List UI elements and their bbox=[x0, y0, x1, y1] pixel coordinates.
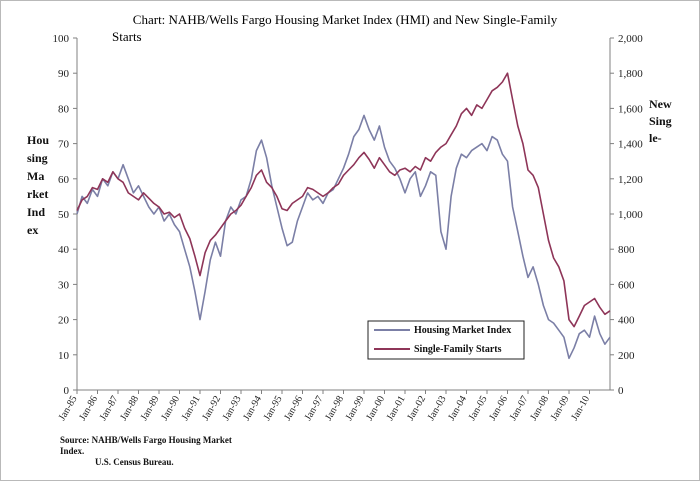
chart-title-continuation: Starts bbox=[112, 29, 142, 44]
left-tick-label: 10 bbox=[58, 350, 70, 362]
right-tick-label: 600 bbox=[618, 279, 635, 291]
right-tick-label: 1,800 bbox=[618, 68, 643, 80]
x-tick-label: Jan-88 bbox=[118, 394, 141, 423]
right-axis-label-line: Sing bbox=[649, 114, 672, 128]
series-layer bbox=[76, 72, 611, 360]
right-tick-label: 1,200 bbox=[618, 174, 643, 186]
left-axis-label-line: Ind bbox=[27, 205, 45, 219]
right-tick-label: 200 bbox=[618, 350, 635, 362]
left-tick-label: 70 bbox=[58, 139, 70, 151]
x-tick-label: Jan-99 bbox=[344, 394, 367, 423]
x-tick-label: Jan-02 bbox=[405, 394, 428, 423]
x-tick-label: Jan-07 bbox=[508, 394, 531, 423]
x-tick-label: Jan-98 bbox=[323, 394, 346, 423]
x-tick-label: Jan-95 bbox=[262, 394, 285, 423]
x-tick-label: Jan-92 bbox=[200, 394, 223, 423]
source-line-1: Source: NAHB/Wells Fargo Housing Market bbox=[60, 435, 232, 445]
legend-label-hmi: Housing Market Index bbox=[414, 325, 511, 336]
left-axis-label: Hou sing Ma rket Ind ex bbox=[27, 133, 49, 237]
x-tick-label: Jan-96 bbox=[282, 394, 305, 423]
x-tick-label: Jan-94 bbox=[241, 394, 264, 423]
right-ticks: 0 200 400 600 800 1,000 1,200 1,400 1,600 1,800 2,… bbox=[610, 33, 643, 397]
right-tick-label: 800 bbox=[618, 244, 635, 256]
left-tick-label: 80 bbox=[58, 103, 70, 115]
legend-box bbox=[367, 320, 525, 360]
x-ticks: Jan-85Jan-86Jan-87Jan-88Jan-89Jan-90Jan-… bbox=[57, 390, 592, 423]
x-tick-label: Jan-87 bbox=[98, 394, 121, 423]
x-tick-label: Jan-09 bbox=[549, 394, 572, 423]
x-tick-label: Jan-89 bbox=[139, 394, 162, 423]
x-tick-label: Jan-85 bbox=[57, 394, 80, 423]
x-tick-label: Jan-01 bbox=[385, 394, 408, 423]
left-axis-label-line: rket bbox=[27, 187, 48, 201]
x-tick-label: Jan-97 bbox=[303, 394, 326, 423]
x-tick-label: Jan-04 bbox=[446, 394, 469, 423]
source-line-2: Index. bbox=[60, 446, 84, 456]
legend-label-starts: Single-Family Starts bbox=[414, 344, 502, 355]
right-tick-label: 1,600 bbox=[618, 103, 643, 115]
left-tick-label: 30 bbox=[58, 279, 70, 291]
right-axis-label-line: le- bbox=[649, 131, 662, 145]
legend: Housing Market Index Single-Family Start… bbox=[367, 320, 525, 360]
x-tick-label: Jan-08 bbox=[528, 394, 551, 423]
series-line-starts bbox=[76, 72, 611, 328]
x-tick-label: Jan-10 bbox=[569, 394, 592, 423]
series-line-hmi bbox=[76, 114, 611, 360]
right-tick-label: 0 bbox=[618, 385, 624, 397]
x-tick-label: Jan-90 bbox=[159, 394, 182, 423]
right-tick-label: 2,000 bbox=[618, 33, 643, 45]
right-tick-label: 1,000 bbox=[618, 209, 643, 221]
x-tick-label: Jan-03 bbox=[426, 394, 449, 423]
left-ticks: 0 10 20 30 40 50 60 70 80 90 100 bbox=[53, 33, 77, 397]
right-tick-label: 1,400 bbox=[618, 139, 643, 151]
x-tick-label: Jan-93 bbox=[221, 394, 244, 423]
x-tick-label: Jan-05 bbox=[467, 394, 490, 423]
axes bbox=[76, 38, 611, 391]
x-tick-label: Jan-00 bbox=[364, 394, 387, 423]
left-tick-label: 90 bbox=[58, 68, 70, 80]
x-tick-label: Jan-86 bbox=[77, 394, 100, 423]
left-tick-label: 60 bbox=[58, 174, 70, 186]
chart-title: Chart: NAHB/Wells Fargo Housing Market I… bbox=[133, 12, 558, 27]
right-tick-label: 400 bbox=[618, 315, 635, 327]
left-tick-label: 0 bbox=[64, 385, 70, 397]
source-line-3: U.S. Census Bureau. bbox=[95, 457, 174, 467]
left-tick-label: 50 bbox=[58, 209, 70, 221]
left-axis-label-line: ex bbox=[27, 223, 38, 237]
left-axis-label-line: sing bbox=[27, 151, 48, 165]
left-tick-label: 100 bbox=[53, 33, 70, 45]
left-tick-label: 40 bbox=[58, 244, 70, 256]
x-tick-label: Jan-06 bbox=[487, 394, 510, 423]
left-tick-label: 20 bbox=[58, 315, 70, 327]
x-tick-label: Jan-91 bbox=[180, 394, 203, 423]
right-axis-label-line: New bbox=[649, 97, 672, 111]
left-axis-label-line: Ma bbox=[27, 169, 44, 183]
left-axis-label-line: Hou bbox=[27, 133, 49, 147]
right-axis-label: New Sing le- bbox=[649, 97, 672, 145]
